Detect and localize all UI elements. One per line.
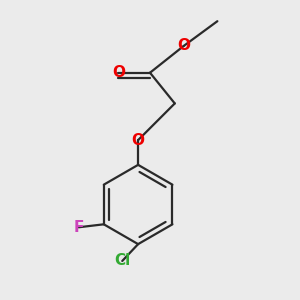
Text: O: O [132,133,145,148]
Text: F: F [74,220,84,235]
Text: O: O [112,65,125,80]
Text: Cl: Cl [114,254,130,268]
Text: O: O [177,38,190,53]
